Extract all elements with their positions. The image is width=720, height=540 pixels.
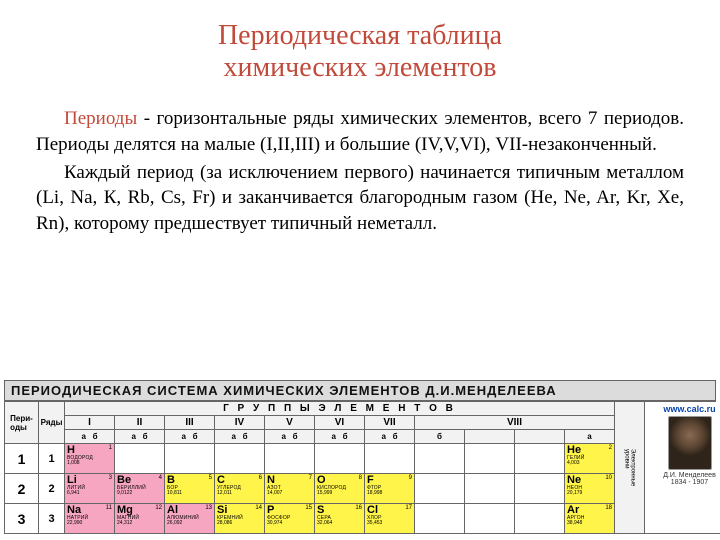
para1-lead: Периоды [64, 108, 137, 129]
empty-cell [415, 444, 465, 474]
body-text: Периоды - горизонтальные ряды химических… [0, 96, 720, 236]
sub-ab-1: а б [65, 430, 115, 444]
element-N: 7NАЗОТ14,007 [265, 474, 315, 504]
element-Be: 4BeБЕРИЛЛИЙ9,0122 [115, 474, 165, 504]
group-header-I: I [65, 416, 115, 430]
empty-cell [415, 504, 465, 534]
sub-ab-2: а б [115, 430, 165, 444]
empty-cell [515, 474, 565, 504]
pt-grid: Пери-одыРядыГ Р У П П Ы Э Л Е М Е Н Т О … [4, 401, 716, 534]
element-He: 2HeГЕЛИЙ4,003 [565, 444, 615, 474]
period-1: 1 [5, 444, 39, 474]
empty-cell [515, 504, 565, 534]
col-header-period: Пери-оды [5, 402, 39, 444]
empty-cell [265, 444, 315, 474]
period-3: 3 [5, 504, 39, 534]
sub-ab-4: а б [215, 430, 265, 444]
empty-cell [165, 444, 215, 474]
empty-cell [465, 444, 515, 474]
sub-ab-7: а б [365, 430, 415, 444]
empty-cell [465, 474, 515, 504]
element-O: 8OКИСЛОРОД15,999 [315, 474, 365, 504]
sub-ab-8a: б [415, 430, 465, 444]
element-Mg: 12MgМАГНИЙ24,312 [115, 504, 165, 534]
sub-ab-5: а б [265, 430, 315, 444]
empty-cell [215, 444, 265, 474]
element-Al: 13AlАЛЮМИНИЙ26,092 [165, 504, 215, 534]
group-header-V: V [265, 416, 315, 430]
element-Cl: 17ClХЛОР35,453 [365, 504, 415, 534]
row-3: 3 [39, 504, 65, 534]
col-header-rows: Ряды [39, 402, 65, 444]
row-1: 1 [39, 444, 65, 474]
empty-cell [115, 444, 165, 474]
empty-cell [465, 504, 515, 534]
group-header-IV: IV [215, 416, 265, 430]
mendeleev-portrait [668, 416, 712, 470]
periodic-table: ПЕРИОДИЧЕСКАЯ СИСТЕМА ХИМИЧЕСКИХ ЭЛЕМЕНТ… [0, 380, 720, 534]
row-2: 2 [39, 474, 65, 504]
col-header-electron-levels: Электронныеуровни [615, 402, 645, 534]
empty-cell [415, 474, 465, 504]
pt-header-bar: ПЕРИОДИЧЕСКАЯ СИСТЕМА ХИМИЧЕСКИХ ЭЛЕМЕНТ… [4, 380, 716, 401]
element-P: 15PФОСФОР30,974 [265, 504, 315, 534]
title-line-2: химических элементов [223, 52, 496, 83]
partner-url[interactable]: www.calc.ru [663, 404, 715, 414]
element-B: 5BБОР10,811 [165, 474, 215, 504]
title-line-1: Периодическая таблица [218, 20, 502, 51]
group-header-VII: VII [365, 416, 415, 430]
period-2: 2 [5, 474, 39, 504]
element-S: 16SСЕРА32,064 [315, 504, 365, 534]
sub-ab-6: а б [315, 430, 365, 444]
element-Si: 14SiКРЕМНИЙ28,086 [215, 504, 265, 534]
group-header-VIII: VIII [415, 416, 615, 430]
group-header-III: III [165, 416, 215, 430]
element-Na: 11NaНАТРИЙ22,990 [65, 504, 115, 534]
para2: Каждый период (за исключением первого) н… [36, 160, 684, 237]
empty-cell [315, 444, 365, 474]
group-header-II: II [115, 416, 165, 430]
portrait-caption: Д.И. Менделеев1834 - 1907 [663, 472, 716, 486]
element-Li: 3LiЛИТИЙ6,941 [65, 474, 115, 504]
element-Ne: 10NeНЕОН20,179 [565, 474, 615, 504]
groups-title: Г Р У П П Ы Э Л Е М Е Н Т О В [65, 402, 615, 416]
element-C: 6CУГЛЕРОД12,011 [215, 474, 265, 504]
empty-cell [515, 444, 565, 474]
element-H: 1HВОДОРОД1,008 [65, 444, 115, 474]
sub-ab-8d: а [565, 430, 615, 444]
sub-ab-3: а б [165, 430, 215, 444]
empty-cell [365, 444, 415, 474]
slide-title: Периодическая таблица химических элемент… [0, 0, 720, 96]
partner-panel: www.calc.ru Д.И. Менделеев1834 - 1907 [645, 402, 720, 534]
group-header-VI: VI [315, 416, 365, 430]
element-F: 9FФТОР18,998 [365, 474, 415, 504]
element-Ar: 18ArАРГОН38,948 [565, 504, 615, 534]
